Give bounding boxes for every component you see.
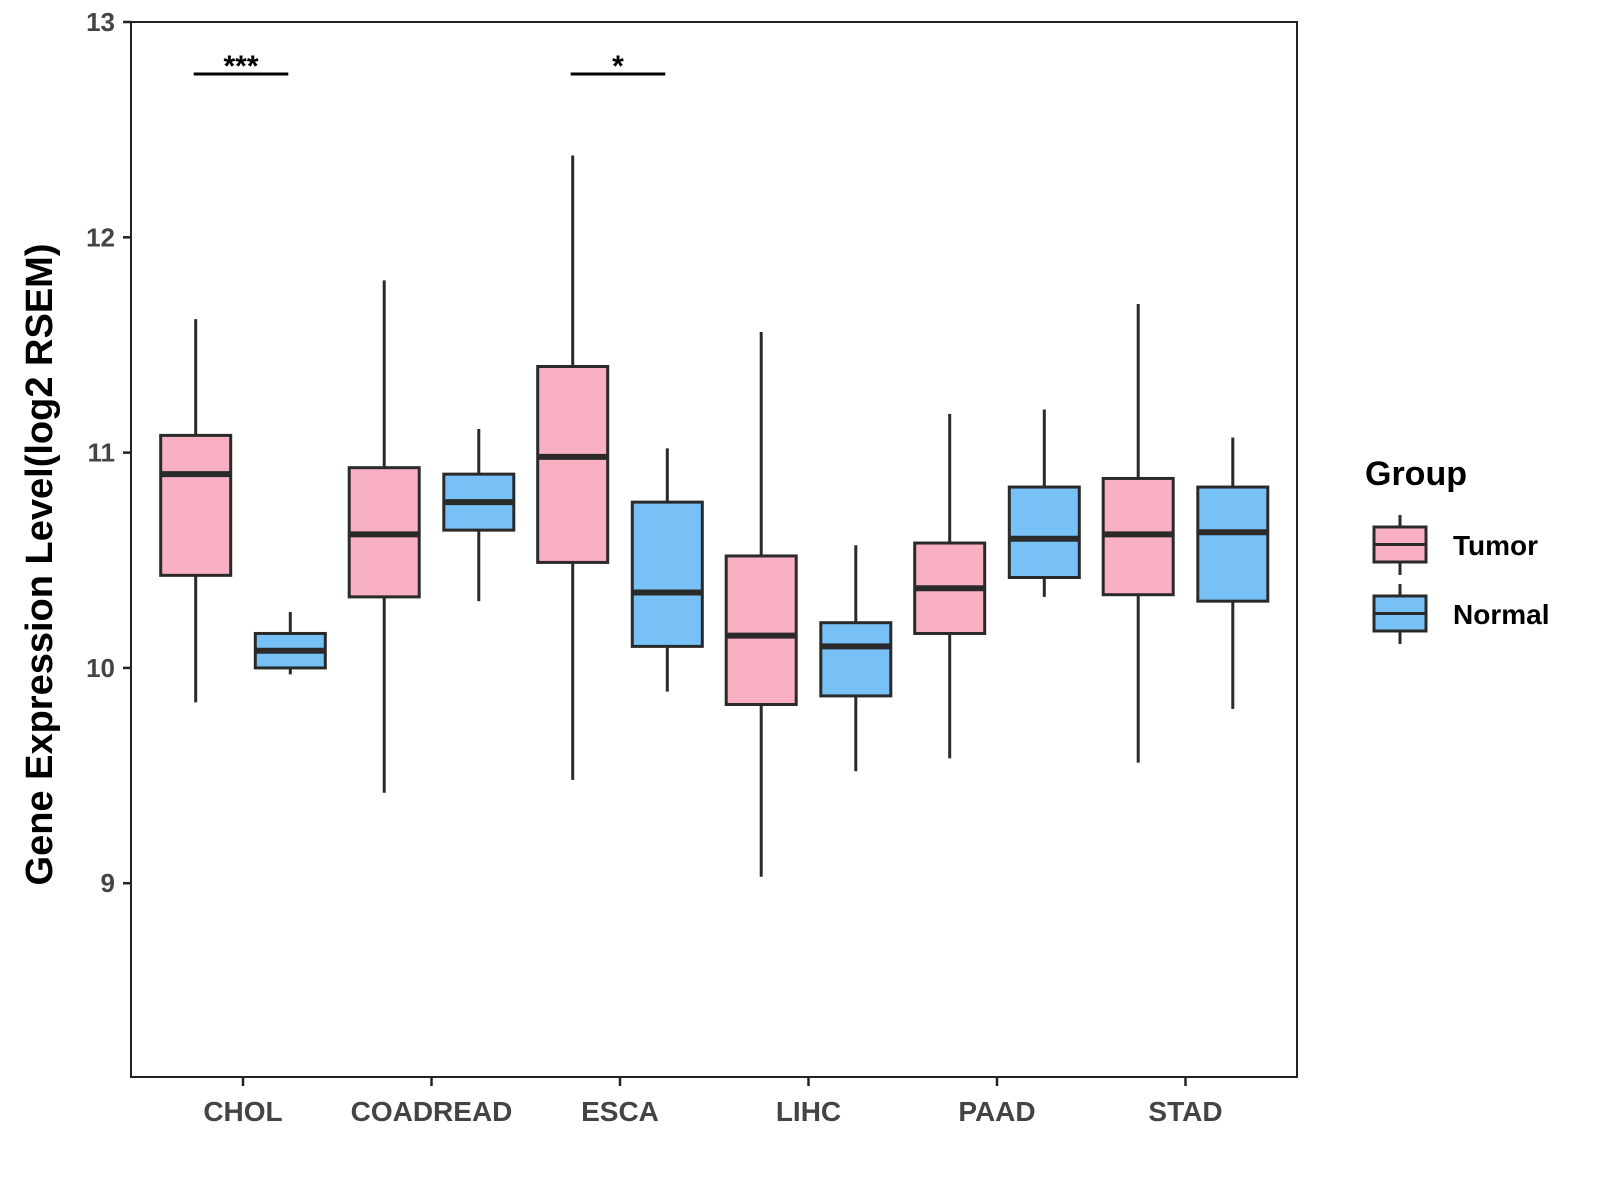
box-normal-lihc: [819, 545, 893, 772]
box-body: [1196, 485, 1270, 603]
box-body: [724, 554, 798, 707]
significance-label: *: [612, 50, 624, 83]
y-tick-label: 13: [86, 7, 115, 37]
significance-esca: *: [570, 50, 666, 83]
box-tumor-esca: [536, 155, 610, 780]
y-tick-label: 10: [86, 653, 115, 683]
legend-label: Tumor: [1453, 530, 1538, 561]
x-tick-label-coadread: COADREAD: [351, 1096, 513, 1127]
box-normal-stad: [1196, 437, 1270, 709]
box-normal-chol: [253, 611, 327, 675]
x-tick-label-esca: ESCA: [581, 1096, 659, 1127]
x-tick-label-stad: STAD: [1148, 1096, 1222, 1127]
box-normal-esca: [630, 448, 704, 692]
box-body: [1007, 485, 1081, 579]
box-tumor-coadread: [347, 280, 421, 793]
x-tick-label-chol: CHOL: [203, 1096, 282, 1127]
y-axis-title: Gene Expression Level(log2 RSEM): [19, 244, 61, 886]
box-body: [536, 364, 610, 564]
y-tick-label: 12: [86, 222, 115, 252]
box-tumor-stad: [1101, 304, 1175, 763]
box-normal-coadread: [442, 428, 516, 602]
y-tick-label: 11: [88, 438, 116, 468]
y-tick-label: 9: [101, 868, 115, 898]
box-body: [159, 433, 233, 577]
box-body: [819, 621, 893, 698]
legend-label: Normal: [1453, 599, 1549, 630]
box-body: [630, 500, 704, 648]
legend-item-tumor: Tumor: [1372, 515, 1538, 575]
x-tick-label-paad: PAAD: [958, 1096, 1035, 1127]
box-normal-paad: [1007, 409, 1081, 597]
box-tumor-lihc: [724, 332, 798, 877]
legend-item-normal: Normal: [1372, 584, 1549, 644]
significance-chol: ***: [193, 50, 289, 83]
box-tumor-chol: [159, 319, 233, 703]
significance-label: ***: [223, 50, 258, 83]
legend: Group Tumor Normal: [1365, 455, 1549, 644]
plot-panel-border: [130, 21, 1298, 1078]
legend-title: Group: [1365, 455, 1467, 493]
x-tick-label-lihc: LIHC: [776, 1096, 841, 1127]
box-tumor-paad: [913, 413, 987, 759]
